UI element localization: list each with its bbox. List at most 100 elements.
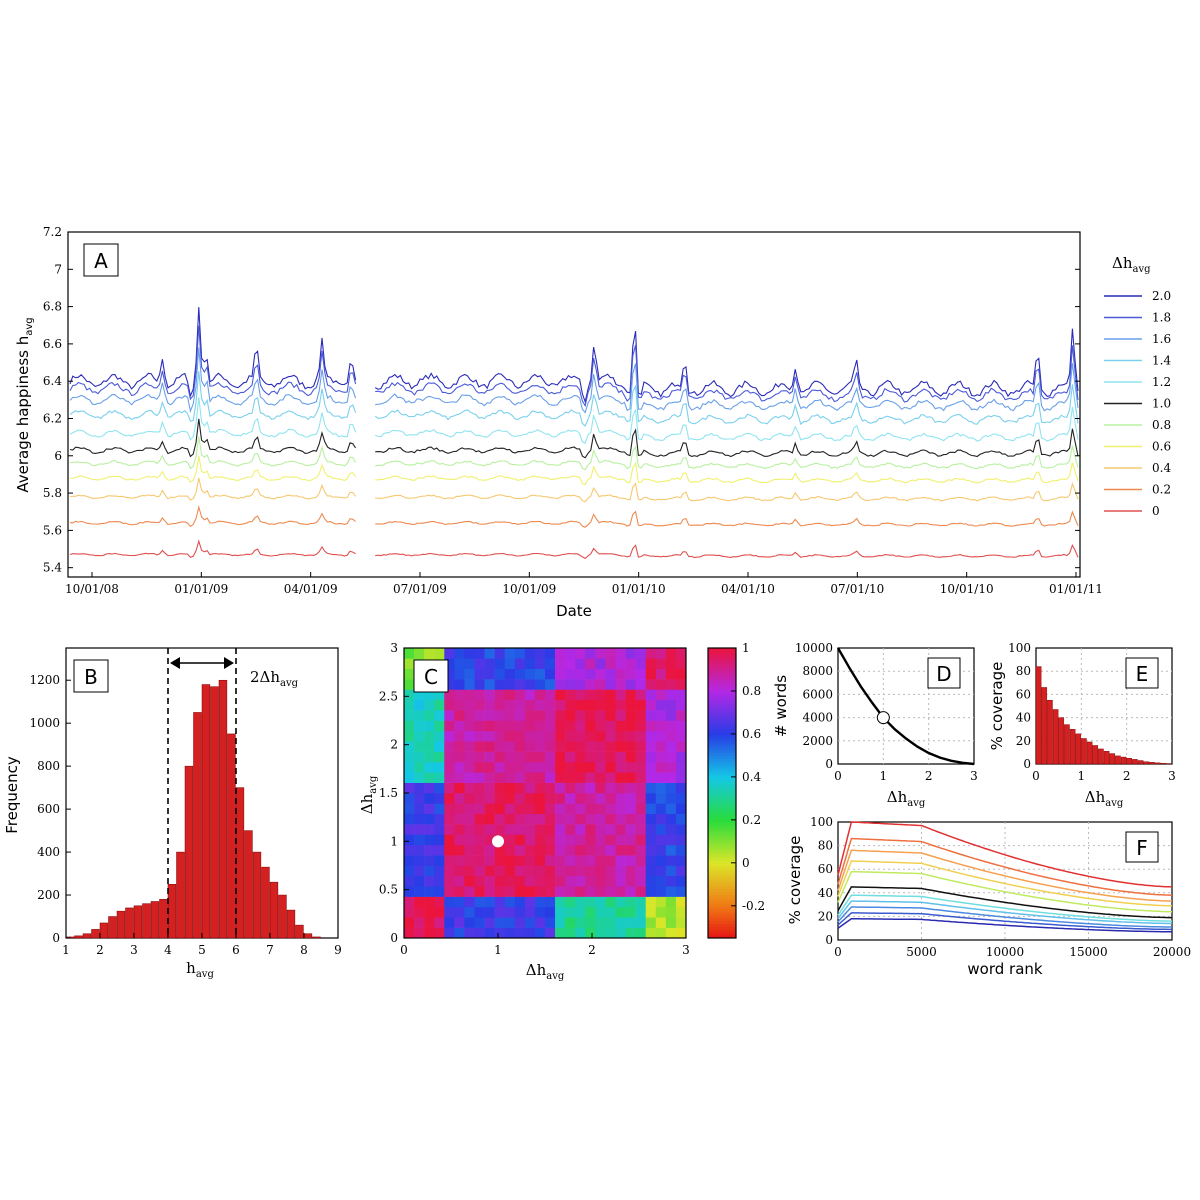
panel-c-cell [504, 793, 516, 804]
panel-c-cell [504, 679, 516, 690]
panel-c-cell [444, 917, 455, 928]
panel-c-cell [464, 761, 475, 773]
panel-e-bar [1103, 751, 1110, 765]
panel-c-cell [424, 710, 435, 721]
panel-e-ytick: 0 [1023, 757, 1031, 771]
panel-c-ylabel: Δhavg [358, 775, 379, 814]
panel-c-cell [444, 699, 455, 711]
panel-b-bar [201, 684, 211, 939]
panel-c-cell [504, 710, 516, 721]
panel-c-cell [655, 720, 667, 732]
panel-c-ytick: 3 [390, 641, 398, 655]
panel-b-bar [261, 866, 270, 939]
panel-c-cell [414, 689, 425, 701]
panel-a-legend-label: 1.2 [1152, 375, 1171, 389]
panel-b-bar [210, 686, 219, 939]
panel-b-xtick: 7 [266, 943, 274, 957]
panel-c-cell [474, 751, 485, 763]
panel-c-cell [595, 741, 606, 752]
panel-c-cell [404, 927, 415, 939]
panel-c-cell [575, 834, 586, 846]
panel-c-cell [514, 782, 526, 794]
panel-c-cell [575, 793, 586, 804]
panel-c-cell [575, 927, 586, 939]
panel-c-cell [514, 855, 526, 866]
panel-c-cell [434, 927, 445, 939]
panel-c-cell [504, 824, 516, 835]
panel-c-cell [524, 886, 536, 897]
panel-c-cell [404, 793, 415, 804]
panel-c-cell [484, 648, 495, 659]
panel-c-cell [635, 865, 647, 877]
panel-c-cell [595, 761, 606, 773]
panel-b-bar [235, 787, 245, 939]
panel-c-cell [414, 648, 425, 659]
panel-c-cell [575, 741, 586, 752]
panel-c-cell [555, 648, 566, 659]
panel-c-cell [675, 834, 687, 846]
panel-c-cell [565, 824, 576, 835]
panel-c-cell [645, 679, 657, 690]
panel-c-ytick: 2 [390, 738, 398, 752]
panel-c-cell [575, 710, 586, 721]
panel-c-cell [635, 834, 647, 846]
panel-c-xtick: 2 [588, 943, 596, 957]
panel-c-cell [514, 772, 526, 783]
panel-c-cell [545, 679, 556, 690]
panel-c-cell [615, 710, 626, 721]
panel-a-series-line [69, 418, 1079, 459]
panel-c-cell [545, 699, 556, 711]
panel-c-cell [645, 782, 657, 794]
panel-e-ytick: 80 [1016, 664, 1031, 678]
panel-c-cell [404, 824, 415, 835]
panel-c-cell [524, 875, 536, 887]
panel-c-cell [424, 917, 435, 928]
panel-c-cell [655, 824, 667, 835]
panel-c-cell [545, 772, 556, 783]
panel-c-cell [414, 855, 425, 866]
panel-c-cell [615, 782, 626, 794]
panel-c-cell [585, 710, 596, 721]
panel-c-cell [665, 896, 677, 908]
panel-c-cell [454, 886, 465, 897]
panel-c-cell [605, 844, 616, 856]
panel-c-cell [605, 875, 616, 887]
panel-c-cell [675, 741, 687, 752]
panel-c-cell [534, 824, 546, 835]
panel-c-cell [464, 710, 475, 721]
panel-a-series-line [69, 307, 1079, 404]
panel-d-label: D [936, 662, 951, 686]
panel-f-ytick: 20 [818, 909, 833, 923]
panel-c-cell [635, 824, 647, 835]
panel-e-label: E [1136, 662, 1149, 686]
panel-c-cell [404, 782, 415, 794]
panel-c-cell [504, 761, 516, 773]
panel-c-cell [595, 855, 606, 866]
panel-c-cell [625, 865, 636, 877]
panel-c-cell [585, 751, 596, 763]
panel-c-cell [414, 834, 425, 846]
panel-c-cell [454, 793, 465, 804]
panel-c-cell [565, 772, 576, 783]
panel-c-cell [655, 751, 667, 763]
panel-c-cell [504, 658, 516, 670]
panel-b-bar [91, 929, 100, 939]
panel-c-cell [565, 844, 576, 856]
panel-d-frame [837, 647, 975, 765]
panel-d-ytick: 2000 [802, 734, 833, 748]
panel-c-cell [575, 648, 586, 659]
panel-c-cell [675, 710, 687, 721]
panel-c-cell [534, 855, 546, 866]
panel-c-cell [424, 751, 435, 763]
panel-c-cell [655, 896, 667, 908]
panel-c-cell [595, 834, 606, 846]
panel-f-series-line [837, 912, 1172, 931]
panel-c-cell [504, 648, 516, 659]
panel-c-cell [514, 896, 526, 908]
panel-c-cell [524, 844, 536, 856]
panel-c-cell [424, 793, 435, 804]
panel-c-cell [585, 658, 596, 670]
panel-c-cell [404, 886, 415, 897]
panel-b-ytick: 1200 [29, 673, 60, 687]
panel-c-cell [404, 855, 415, 866]
